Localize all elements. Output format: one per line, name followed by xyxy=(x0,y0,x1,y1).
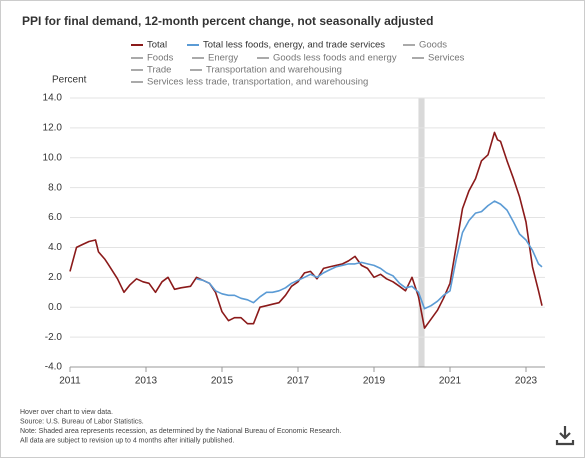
legend-label[interactable]: Energy xyxy=(208,53,238,64)
x-tick-label: 2017 xyxy=(287,376,310,387)
legend-label[interactable]: Foods xyxy=(147,53,174,64)
legend-label[interactable]: Services xyxy=(428,53,465,64)
download-button[interactable] xyxy=(555,426,575,446)
legend-label[interactable]: Total less foods, energy, and trade serv… xyxy=(203,40,385,51)
series-line xyxy=(69,131,543,329)
download-icon xyxy=(555,426,575,446)
chart-title: PPI for final demand, 12-month percent c… xyxy=(22,14,433,28)
y-tick-label: -4.0 xyxy=(45,362,63,373)
y-tick-label: 10.0 xyxy=(43,152,63,163)
legend-label[interactable]: Services less trade, transportation, and… xyxy=(147,77,368,88)
series-line xyxy=(196,200,543,310)
y-tick-label: 14.0 xyxy=(43,93,63,104)
y-axis-label: Percent xyxy=(52,75,87,86)
y-tick-label: 8.0 xyxy=(48,182,62,193)
note: All data are subject to revision up to 4… xyxy=(20,437,234,444)
note: Source: U.S. Bureau of Labor Statistics. xyxy=(20,418,144,425)
x-tick-label: 2015 xyxy=(211,376,234,387)
note: Note: Shaded area represents recession, … xyxy=(20,428,341,435)
legend-label[interactable]: Goods xyxy=(419,40,447,51)
y-tick-label: 2.0 xyxy=(48,272,62,283)
x-tick-label: 2021 xyxy=(439,376,462,387)
x-tick-label: 2019 xyxy=(363,376,386,387)
legend-label[interactable]: Trade xyxy=(147,65,171,76)
x-tick-label: 2023 xyxy=(515,376,538,387)
legend-label[interactable]: Transportation and warehousing xyxy=(206,65,342,76)
y-tick-label: 0.0 xyxy=(48,302,62,313)
y-tick-label: 12.0 xyxy=(43,123,63,134)
note: Hover over chart to view data. xyxy=(20,409,113,416)
y-tick-label: 4.0 xyxy=(48,242,62,253)
y-tick-label: 6.0 xyxy=(48,212,62,223)
x-tick-label: 2013 xyxy=(135,376,158,387)
legend-label[interactable]: Total xyxy=(147,40,167,51)
recession-band xyxy=(418,98,425,367)
legend-label[interactable]: Goods less foods and energy xyxy=(273,53,397,64)
y-tick-label: -2.0 xyxy=(45,332,63,343)
x-tick-label: 2011 xyxy=(59,376,81,387)
